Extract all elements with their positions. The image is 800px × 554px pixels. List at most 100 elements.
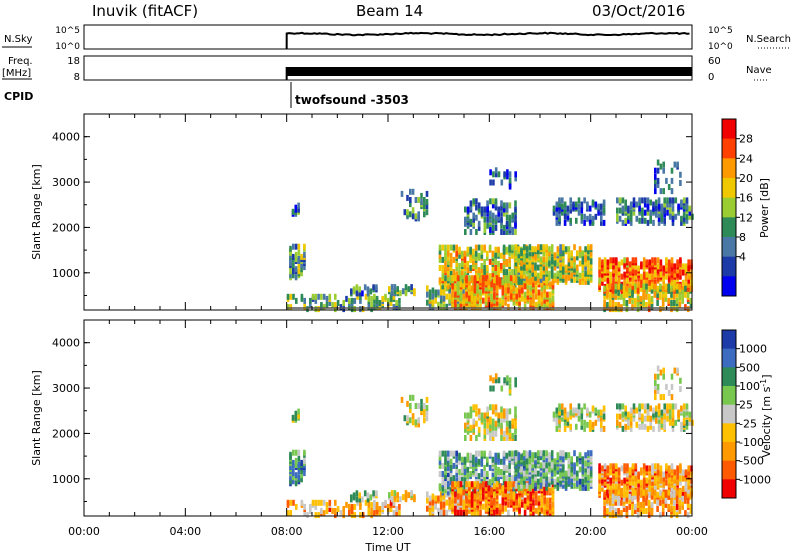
power-cell	[483, 226, 487, 233]
power-cell	[682, 203, 686, 210]
velocity-cell	[528, 456, 532, 463]
power-cell	[501, 289, 505, 296]
velocity-cell	[667, 471, 671, 478]
colorbar-tick-label: 100	[739, 380, 760, 393]
velocity-cell	[537, 450, 540, 457]
power-cell	[548, 260, 551, 267]
velocity-cell	[543, 489, 546, 496]
power-cell	[584, 264, 587, 271]
power-cell	[663, 217, 666, 224]
velocity-cell	[569, 413, 572, 420]
power-cell	[483, 244, 486, 251]
power-cell	[670, 306, 673, 313]
power-cell	[494, 214, 498, 221]
velocity-cell	[398, 510, 401, 517]
velocity-cell	[621, 411, 625, 418]
velocity-cell	[578, 478, 582, 485]
power-cell	[503, 210, 506, 217]
power-cell	[494, 246, 497, 253]
velocity-cell	[444, 458, 447, 465]
velocity-cell	[674, 419, 678, 426]
velocity-cell	[670, 485, 674, 492]
power-cell	[491, 250, 495, 257]
velocity-cell	[665, 463, 668, 470]
power-cell	[458, 252, 461, 259]
power-cell	[445, 303, 449, 310]
velocity-cell	[390, 496, 394, 503]
velocity-cell	[617, 508, 620, 514]
velocity-cell	[483, 412, 487, 419]
velocity-cell	[640, 487, 643, 494]
velocity-cell	[675, 489, 679, 496]
power-cell	[616, 197, 619, 204]
velocity-cell	[689, 491, 693, 498]
power-cell	[662, 161, 665, 168]
velocity-cell	[472, 418, 475, 425]
power-cell	[563, 219, 567, 226]
velocity-cell	[511, 422, 514, 429]
velocity-cell	[663, 407, 666, 414]
power-cell	[487, 283, 491, 290]
velocity-cell	[314, 512, 318, 519]
colorbar-tick-label: 4	[739, 251, 746, 264]
power-cell	[454, 275, 457, 282]
velocity-cell	[514, 450, 518, 457]
power-cell	[609, 257, 612, 264]
velocity-cell	[647, 503, 651, 510]
power-cell	[520, 248, 523, 255]
colorbar-swatch	[722, 330, 736, 350]
velocity-cell	[631, 495, 634, 502]
velocity-cell	[566, 411, 570, 418]
velocity-cell	[587, 484, 590, 491]
velocity-cell	[525, 468, 529, 475]
velocity-cell	[567, 462, 571, 469]
power-cell	[640, 281, 643, 288]
velocity-cell	[646, 415, 650, 422]
velocity-cell	[623, 485, 626, 492]
velocity-cell	[477, 408, 481, 415]
power-cell	[663, 211, 666, 218]
velocity-cell	[493, 483, 496, 490]
power-cell	[452, 277, 456, 284]
colorbar-tick-label: -500	[739, 455, 764, 468]
velocity-cell	[303, 510, 306, 517]
power-cell	[398, 297, 401, 304]
velocity-cell	[602, 413, 606, 420]
velocity-cell	[342, 512, 345, 519]
velocity-cell	[505, 420, 509, 427]
power-cell	[352, 286, 356, 293]
velocity-cell	[537, 499, 541, 506]
velocity-cell	[444, 487, 447, 494]
power-cell	[491, 224, 495, 231]
power-cell	[684, 285, 687, 292]
velocity-cell	[448, 499, 451, 506]
velocity-cell	[586, 407, 589, 414]
velocity-cell	[634, 475, 638, 482]
velocity-cell	[474, 460, 478, 467]
power-cell	[687, 263, 690, 270]
velocity-cell	[501, 495, 505, 502]
velocity-cell	[469, 406, 473, 413]
power-cell	[425, 203, 429, 210]
power-cell	[462, 297, 466, 304]
velocity-cell	[508, 426, 512, 433]
power-cell	[503, 229, 506, 235]
power-cell	[624, 203, 627, 210]
velocity-cell	[587, 460, 590, 467]
velocity-cell	[659, 477, 663, 484]
power-cell	[403, 209, 407, 216]
velocity-cell	[645, 499, 648, 506]
velocity-cell	[452, 483, 456, 490]
power-cell	[589, 244, 593, 251]
power-cell	[539, 244, 543, 251]
power-cell	[575, 217, 578, 224]
power-cell	[454, 299, 457, 306]
power-cell	[689, 302, 693, 308]
power-cell	[673, 283, 676, 290]
power-cell	[686, 306, 690, 313]
colorbar-tick-label: -1000	[739, 473, 771, 486]
power-cell	[659, 259, 663, 266]
velocity-cell	[648, 465, 651, 472]
